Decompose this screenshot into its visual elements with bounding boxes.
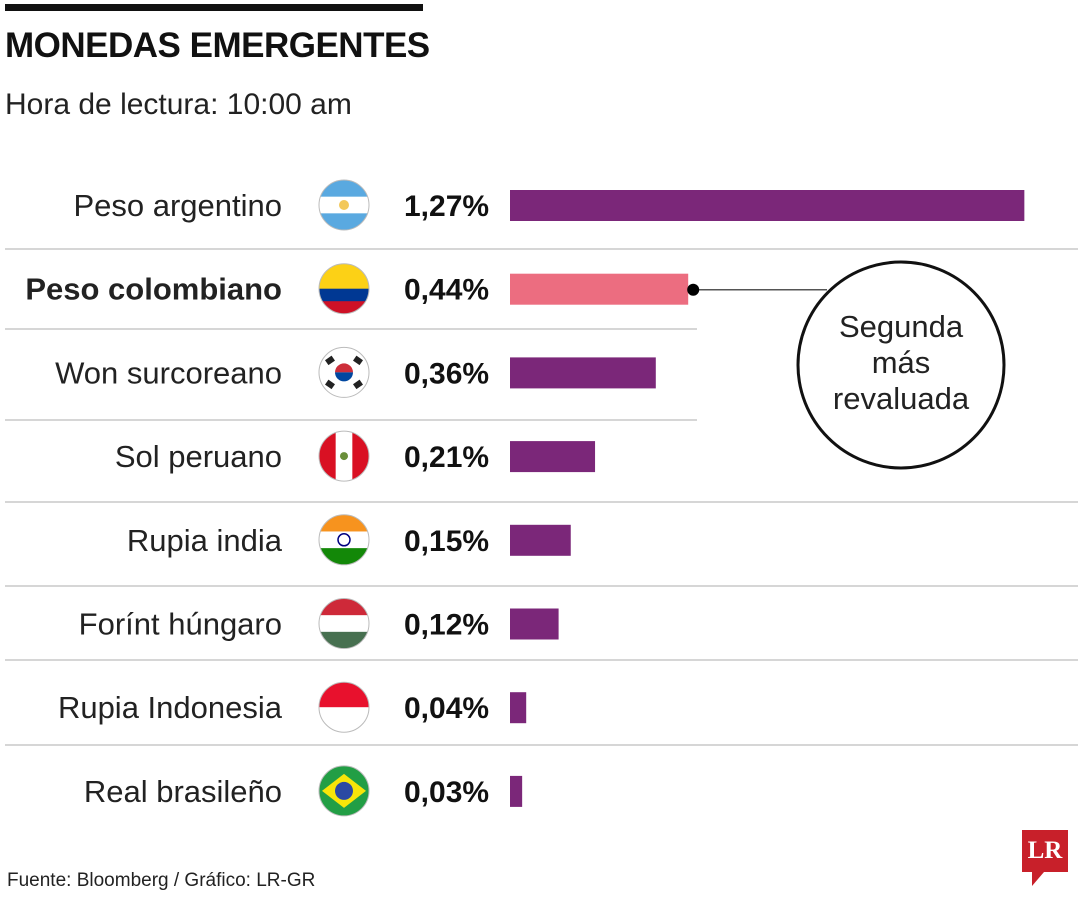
bar bbox=[510, 273, 689, 305]
india-flag-icon bbox=[319, 514, 369, 565]
value-label: 0,04% bbox=[404, 692, 489, 725]
category-label: Rupia Indonesia bbox=[58, 690, 283, 725]
bar bbox=[510, 608, 559, 640]
bar bbox=[510, 775, 523, 807]
value-label: 0,12% bbox=[404, 609, 489, 642]
south-korea-flag-icon bbox=[319, 347, 369, 398]
annotation-dot bbox=[687, 283, 700, 296]
lr-logo: LR bbox=[1022, 830, 1068, 886]
hungary-flag-icon bbox=[319, 598, 369, 649]
bar bbox=[510, 357, 656, 389]
peru-flag-icon bbox=[319, 431, 369, 482]
flag-border bbox=[318, 681, 370, 733]
annotation-text: Segunda bbox=[839, 309, 964, 344]
category-label: Sol peruano bbox=[115, 439, 282, 474]
flag-border bbox=[318, 179, 370, 231]
annotation-circle bbox=[796, 260, 1006, 470]
brazil-flag-icon bbox=[319, 765, 369, 816]
chart-title: MONEDAS EMERGENTES bbox=[5, 26, 430, 65]
chart-subtitle: Hora de lectura: 10:00 am bbox=[5, 88, 352, 121]
bar bbox=[510, 441, 596, 473]
category-label: Peso argentino bbox=[73, 188, 282, 223]
flag-border bbox=[318, 430, 370, 482]
category-label: Real brasileño bbox=[84, 774, 282, 809]
value-label: 0,03% bbox=[404, 776, 489, 809]
bar bbox=[510, 190, 1025, 221]
flag-border bbox=[318, 514, 370, 566]
flag-border bbox=[318, 598, 370, 649]
flag-border bbox=[318, 765, 370, 817]
bar bbox=[510, 692, 527, 724]
argentina-flag-icon bbox=[319, 180, 369, 230]
category-label: Won surcoreano bbox=[55, 355, 282, 390]
value-label: 0,21% bbox=[404, 441, 489, 474]
bar bbox=[510, 524, 571, 556]
category-label: Peso colombiano bbox=[25, 272, 282, 307]
value-label: 0,44% bbox=[404, 274, 489, 307]
category-label: Rupia india bbox=[127, 523, 283, 558]
category-label: Forínt húngaro bbox=[79, 607, 282, 642]
value-label: 0,15% bbox=[404, 525, 489, 558]
top-rule bbox=[5, 4, 423, 11]
value-label: 0,36% bbox=[404, 357, 489, 390]
annotation-text: revaluada bbox=[833, 381, 970, 416]
flag-border bbox=[318, 346, 370, 398]
source-note: Fuente: Bloomberg / Gráfico: LR-GR bbox=[7, 870, 316, 891]
value-label: 1,27% bbox=[404, 190, 489, 223]
flag-border bbox=[318, 263, 370, 315]
annotation-text: más bbox=[872, 345, 931, 380]
